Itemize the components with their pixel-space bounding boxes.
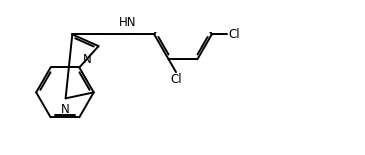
Text: Cl: Cl — [228, 28, 240, 41]
Text: N: N — [61, 103, 70, 116]
Text: N: N — [83, 53, 92, 66]
Text: HN: HN — [119, 16, 137, 29]
Text: Cl: Cl — [170, 73, 182, 86]
